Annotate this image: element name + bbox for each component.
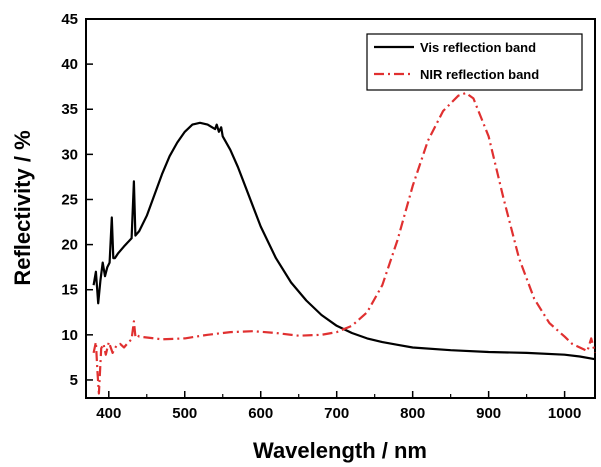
legend-label-vis: Vis reflection band [420,40,536,55]
plot-frame [85,18,596,399]
y-tick-label: 5 [70,372,78,389]
y-axis-title: Reflectivity / % [10,130,35,285]
x-tick-label: 700 [324,405,349,422]
x-axis: 400 500 600 700 800 900 1000 [96,391,581,422]
x-tick-label: 400 [96,405,121,422]
x-tick-label: 500 [172,405,197,422]
y-tick-label: 10 [61,327,78,344]
y-tick-label: 15 [61,282,78,299]
nir-reflection-line [92,91,597,395]
y-tick-label: 25 [61,191,78,208]
x-tick-label: 1000 [548,405,581,422]
y-tick-label: 40 [61,56,78,73]
x-axis-title: Wavelength / nm [253,438,427,463]
legend-label-nir: NIR reflection band [420,67,539,82]
y-tick-label: 45 [61,11,78,28]
legend-box [366,33,583,91]
y-tick-label: 35 [61,101,78,118]
series-layer [92,91,597,395]
x-tick-label: 900 [476,405,501,422]
y-tick-label: 30 [61,146,78,163]
x-tick-label: 600 [248,405,273,422]
y-axis: 5 10 15 20 25 30 35 40 45 [61,11,93,389]
y-tick-label: 20 [61,237,78,254]
legend: Vis reflection band NIR reflection band [366,33,583,91]
x-tick-label: 800 [400,405,425,422]
vis-reflection-line [92,121,596,361]
